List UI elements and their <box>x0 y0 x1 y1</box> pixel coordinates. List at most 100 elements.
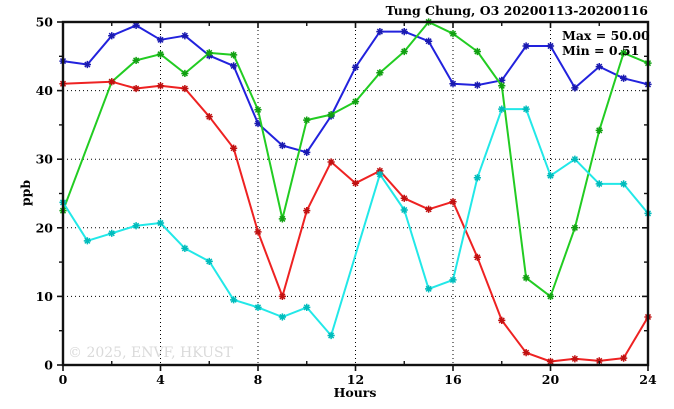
series-blue-marker <box>108 32 116 40</box>
series-green-marker <box>156 50 165 58</box>
series-red-marker <box>230 144 238 152</box>
series-green-marker <box>595 126 603 134</box>
series-red-marker <box>595 357 603 365</box>
series-red-marker <box>327 158 335 166</box>
series-green-marker <box>132 56 140 65</box>
series-cyan-marker <box>181 244 189 252</box>
series-red-marker <box>546 357 555 366</box>
series-green-marker <box>400 47 408 56</box>
series-blue-marker <box>351 63 360 71</box>
x-axis-tick-label: 0 <box>59 372 68 387</box>
series-cyan-marker <box>498 105 506 113</box>
series-red-marker <box>620 354 628 362</box>
series-green-marker <box>473 47 481 56</box>
y-axis-label: ppb <box>18 180 33 206</box>
series-cyan-marker <box>571 155 579 163</box>
series-blue-marker <box>278 141 286 150</box>
series-blue-marker <box>132 21 140 30</box>
series-green-marker <box>327 111 335 119</box>
axis-ticks <box>57 21 649 371</box>
x-axis-tick-label: 4 <box>156 372 165 387</box>
series-green-marker <box>230 51 238 59</box>
series-green-marker <box>498 82 506 90</box>
series-red-marker <box>400 194 408 202</box>
series-red-marker <box>425 205 433 213</box>
series-blue-marker <box>571 84 579 92</box>
series-cyan-marker <box>327 331 335 340</box>
series-blue-marker <box>376 28 384 36</box>
series-cyan-marker <box>132 222 140 230</box>
plot-frame <box>61 20 650 367</box>
x-axis-label: Hours <box>334 385 377 400</box>
series-red-marker <box>205 113 213 121</box>
series-blue-marker <box>181 32 189 40</box>
series-cyan-marker <box>376 170 384 178</box>
series-cyan-marker <box>400 206 408 214</box>
series-cyan-line <box>62 108 649 337</box>
y-axis-tick-label: 0 <box>44 358 53 373</box>
series-blue-marker <box>449 80 457 88</box>
series-red-line <box>62 80 649 363</box>
series-cyan-marker <box>620 180 628 188</box>
series-green-marker <box>205 49 213 57</box>
x-axis-tick-label: 12 <box>347 372 364 387</box>
series-red-marker <box>522 349 530 357</box>
gridlines <box>63 22 648 365</box>
series-blue-marker <box>546 42 555 50</box>
series-blue-marker <box>303 148 311 156</box>
series-blue-marker <box>498 76 506 84</box>
series-blue-marker <box>595 62 603 71</box>
legend-min-value: Min = 0.51 <box>562 43 639 58</box>
series-green-marker <box>449 30 457 38</box>
series-cyan-marker <box>230 296 238 304</box>
series-red-marker <box>473 253 481 261</box>
series-red-marker <box>449 198 457 206</box>
series-cyan-marker <box>522 105 530 113</box>
series-cyan-marker <box>254 303 262 311</box>
series-blue-line <box>62 24 649 154</box>
series-green-marker <box>278 215 286 223</box>
series-cyan-marker <box>83 237 91 245</box>
series-cyan-marker <box>278 313 286 321</box>
series-cyan-marker <box>156 219 165 227</box>
series-red-marker <box>351 179 360 187</box>
legend-max-value: Max = 50.00 <box>562 28 650 43</box>
x-axis-tick-label: 8 <box>254 372 263 387</box>
x-axis-tick-label: 16 <box>444 372 462 387</box>
series-blue-marker <box>400 28 408 36</box>
chart-title: Tung Chung, O3 20200113-20200116 <box>386 3 649 18</box>
x-axis-tick-label: 20 <box>542 372 560 387</box>
series-red-marker <box>108 78 116 86</box>
watermark: © 2025, ENVF, HKUST <box>68 345 234 361</box>
series-red-marker <box>498 316 506 325</box>
series-green-marker <box>376 69 384 77</box>
series-red-marker <box>571 355 579 363</box>
series-cyan-marker <box>449 276 457 284</box>
y-axis-tick-label: 30 <box>36 152 54 167</box>
series-blue-marker <box>254 119 262 128</box>
y-axis-tick-label: 40 <box>36 83 54 98</box>
y-axis-tick-label: 10 <box>36 289 54 304</box>
series-cyan-marker <box>205 257 213 266</box>
series-green-marker <box>303 116 311 124</box>
series-green-line <box>62 21 649 298</box>
series-blue-marker <box>473 81 481 89</box>
data-series <box>59 18 652 366</box>
series-blue-marker <box>83 60 91 69</box>
series-green-marker <box>522 274 530 282</box>
series-cyan-marker <box>303 303 311 311</box>
axis-tick-labels: 0 4 8 12 16 20 24 0 10 20 30 40 50 <box>36 15 657 388</box>
y-axis-tick-label: 50 <box>36 15 54 30</box>
series-green-marker <box>181 69 189 78</box>
x-axis-tick-label: 24 <box>639 372 657 387</box>
series-green-marker <box>620 49 628 57</box>
series-green-marker <box>254 106 262 114</box>
series-red-marker <box>132 84 140 93</box>
series-blue-marker <box>230 62 238 70</box>
series-cyan-marker <box>595 180 603 188</box>
series-red-marker <box>254 228 262 236</box>
series-cyan-marker <box>425 285 433 293</box>
series-red-marker <box>156 82 165 90</box>
